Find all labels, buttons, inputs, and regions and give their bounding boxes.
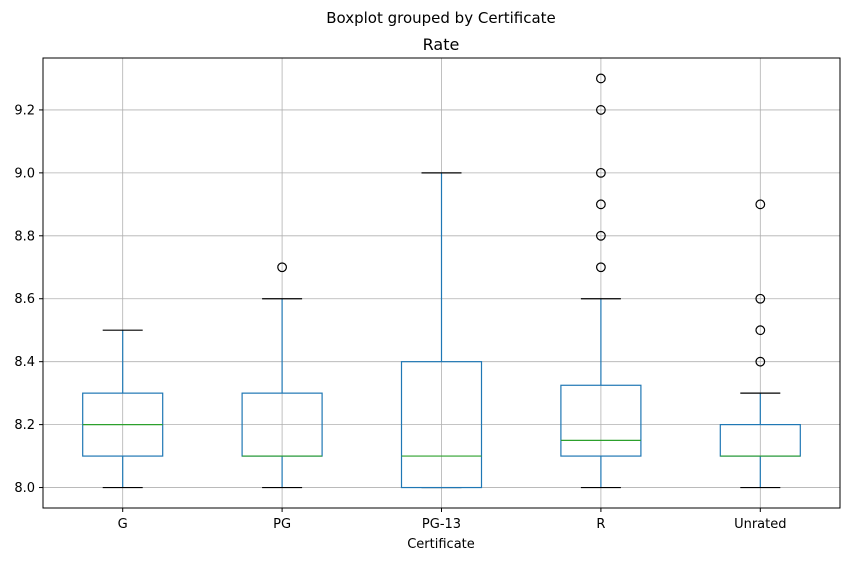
outlier-point (277, 262, 288, 273)
outlier-point (755, 199, 766, 210)
x-tick-label: G (118, 517, 128, 532)
outlier-point (596, 199, 606, 210)
y-tick-label: 9.0 (14, 166, 35, 181)
chart-suptitle: Boxplot grouped by Certificate (326, 9, 556, 27)
outlier-point (596, 230, 606, 241)
chart-title: Rate (423, 35, 460, 54)
box-layer (82, 73, 801, 489)
outlier-point (755, 293, 766, 304)
plot-frame (42, 57, 841, 509)
outlier-point (596, 262, 606, 273)
x-axis-label: Certificate (407, 537, 475, 552)
y-tick-label: 9.2 (14, 103, 35, 118)
x-tick-label: Unrated (734, 517, 786, 532)
x-tick-label: PG-13 (422, 517, 461, 532)
outlier-point (596, 73, 606, 84)
outlier-point (755, 356, 766, 367)
x-tick-label: R (596, 517, 605, 532)
outlier-point (596, 105, 606, 115)
x-tick-label: PG (273, 517, 291, 532)
outlier-point (755, 325, 766, 336)
y-tick-label: 8.0 (14, 481, 35, 496)
y-tick-label: 8.4 (14, 355, 35, 370)
y-tick-label: 8.6 (14, 292, 35, 307)
outlier-point (596, 167, 606, 178)
iqr-box (400, 361, 483, 489)
y-tick-label: 8.8 (14, 229, 35, 244)
iqr-box (560, 384, 642, 457)
y-tick-label: 8.2 (14, 418, 35, 433)
tick-layer: 8.0 8.2 8.4 8.6 8.8 9.0 9.2 G PG PG-13 R Unrated (14, 103, 786, 532)
